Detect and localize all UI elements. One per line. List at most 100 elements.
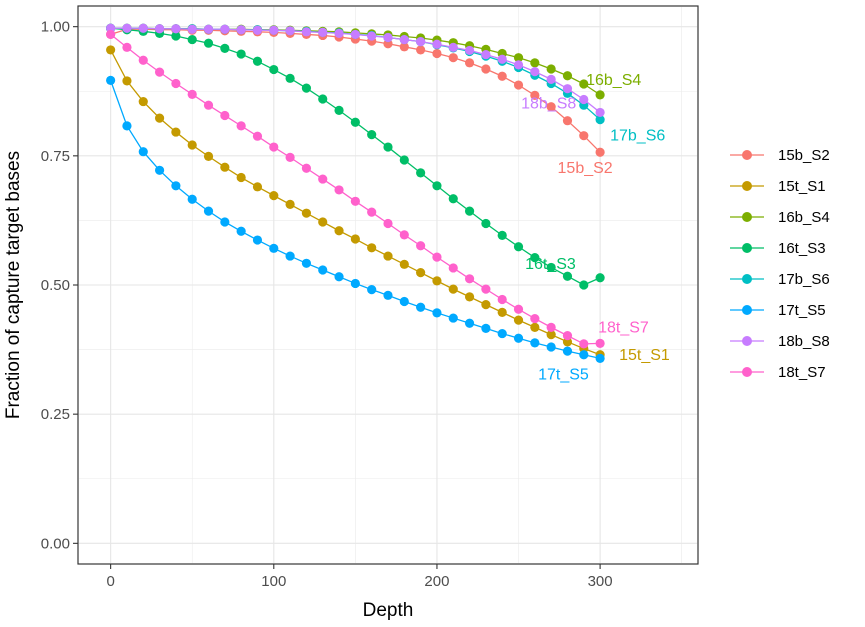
data-point <box>301 83 312 93</box>
data-point <box>367 31 377 41</box>
data-point <box>301 163 312 173</box>
data-point <box>464 45 475 56</box>
data-point <box>171 31 181 41</box>
data-point <box>220 110 230 121</box>
data-point <box>497 294 507 305</box>
data-point <box>579 131 589 141</box>
x-tick-label: 0 <box>106 573 114 590</box>
y-axis: 0.00 0.25 0.50 0.75 1.00 <box>41 19 78 552</box>
legend-key-point <box>742 305 752 315</box>
data-point <box>350 196 360 206</box>
data-point <box>481 284 491 294</box>
data-point <box>546 342 556 352</box>
legend-label: 18b_S8 <box>778 333 830 350</box>
legend-item-18t_S7: 18t_S7 <box>730 364 826 381</box>
data-point <box>334 185 344 195</box>
data-point <box>579 350 589 360</box>
data-point <box>187 34 197 45</box>
data-point <box>252 131 263 141</box>
data-point <box>154 165 165 175</box>
legend-key-point <box>742 336 752 346</box>
data-point <box>154 24 165 34</box>
data-point <box>481 300 491 310</box>
data-point <box>464 206 475 216</box>
data-point <box>448 53 458 63</box>
data-point <box>464 274 475 284</box>
data-point <box>416 168 426 178</box>
data-point <box>334 105 344 115</box>
data-point <box>546 262 556 273</box>
legend-label: 18t_S7 <box>778 364 826 381</box>
data-point <box>399 296 409 307</box>
data-point <box>203 206 214 216</box>
y-axis-title: Fraction of capture target bases <box>3 151 24 419</box>
data-point <box>513 242 524 252</box>
data-point <box>399 230 409 240</box>
data-point <box>530 90 540 100</box>
series-17t_S5 <box>106 75 605 363</box>
series-15t_S1 <box>106 45 605 360</box>
series-label-15t_S1: 15t_S1 <box>619 347 670 364</box>
data-point <box>220 24 230 34</box>
data-point <box>122 76 132 86</box>
data-point <box>383 251 393 261</box>
legend-label: 15b_S2 <box>778 147 830 164</box>
data-point <box>595 115 605 125</box>
data-point <box>171 78 181 89</box>
data-point <box>448 313 458 323</box>
legend-label: 16t_S3 <box>778 240 826 257</box>
data-point <box>367 285 377 295</box>
x-axis-title: Depth <box>363 600 414 621</box>
data-point <box>122 42 132 52</box>
series-label-16b_S4: 16b_S4 <box>586 72 641 89</box>
data-point <box>285 26 295 36</box>
data-point <box>530 338 540 348</box>
data-point <box>595 338 605 348</box>
data-point <box>579 339 589 349</box>
data-point <box>367 243 377 253</box>
data-point <box>562 271 573 281</box>
y-tick-label: 0.75 <box>41 148 70 165</box>
data-point <box>579 280 589 290</box>
data-point <box>236 49 246 59</box>
data-point <box>513 304 524 314</box>
data-point <box>122 23 132 33</box>
data-point <box>252 235 263 245</box>
y-tick-label: 0.25 <box>41 406 70 423</box>
data-point <box>187 194 197 204</box>
data-point <box>497 307 507 317</box>
legend-key-point <box>742 274 752 284</box>
data-point <box>301 258 312 268</box>
data-point <box>367 207 377 217</box>
data-point <box>269 64 279 75</box>
data-point <box>481 323 491 333</box>
series-label-18b_S8: 18b_S8 <box>521 95 576 112</box>
data-point <box>203 100 214 110</box>
series-label-17b_S6: 17b_S6 <box>610 128 665 145</box>
data-point <box>530 322 540 332</box>
data-point <box>562 116 573 126</box>
data-point <box>203 151 214 161</box>
data-point <box>236 25 246 35</box>
x-tick-label: 100 <box>261 573 286 590</box>
legend-label: 15t_S1 <box>778 178 826 195</box>
data-point <box>497 328 507 339</box>
data-point <box>269 25 279 35</box>
legend-item-15b_S2: 15b_S2 <box>730 147 830 164</box>
data-point <box>187 140 197 150</box>
data-point <box>432 252 442 262</box>
x-tick-label: 200 <box>424 573 449 590</box>
legend-label: 16b_S4 <box>778 209 830 226</box>
data-point <box>530 313 540 324</box>
legend-key-point <box>742 150 752 160</box>
legend-key-point <box>742 367 752 377</box>
data-point <box>513 315 524 325</box>
data-point <box>171 24 181 34</box>
data-point <box>562 84 573 94</box>
data-point <box>497 71 507 81</box>
data-point <box>432 39 442 49</box>
data-point <box>399 34 409 45</box>
data-point <box>236 172 246 183</box>
data-point <box>416 241 426 251</box>
data-point <box>562 346 573 356</box>
